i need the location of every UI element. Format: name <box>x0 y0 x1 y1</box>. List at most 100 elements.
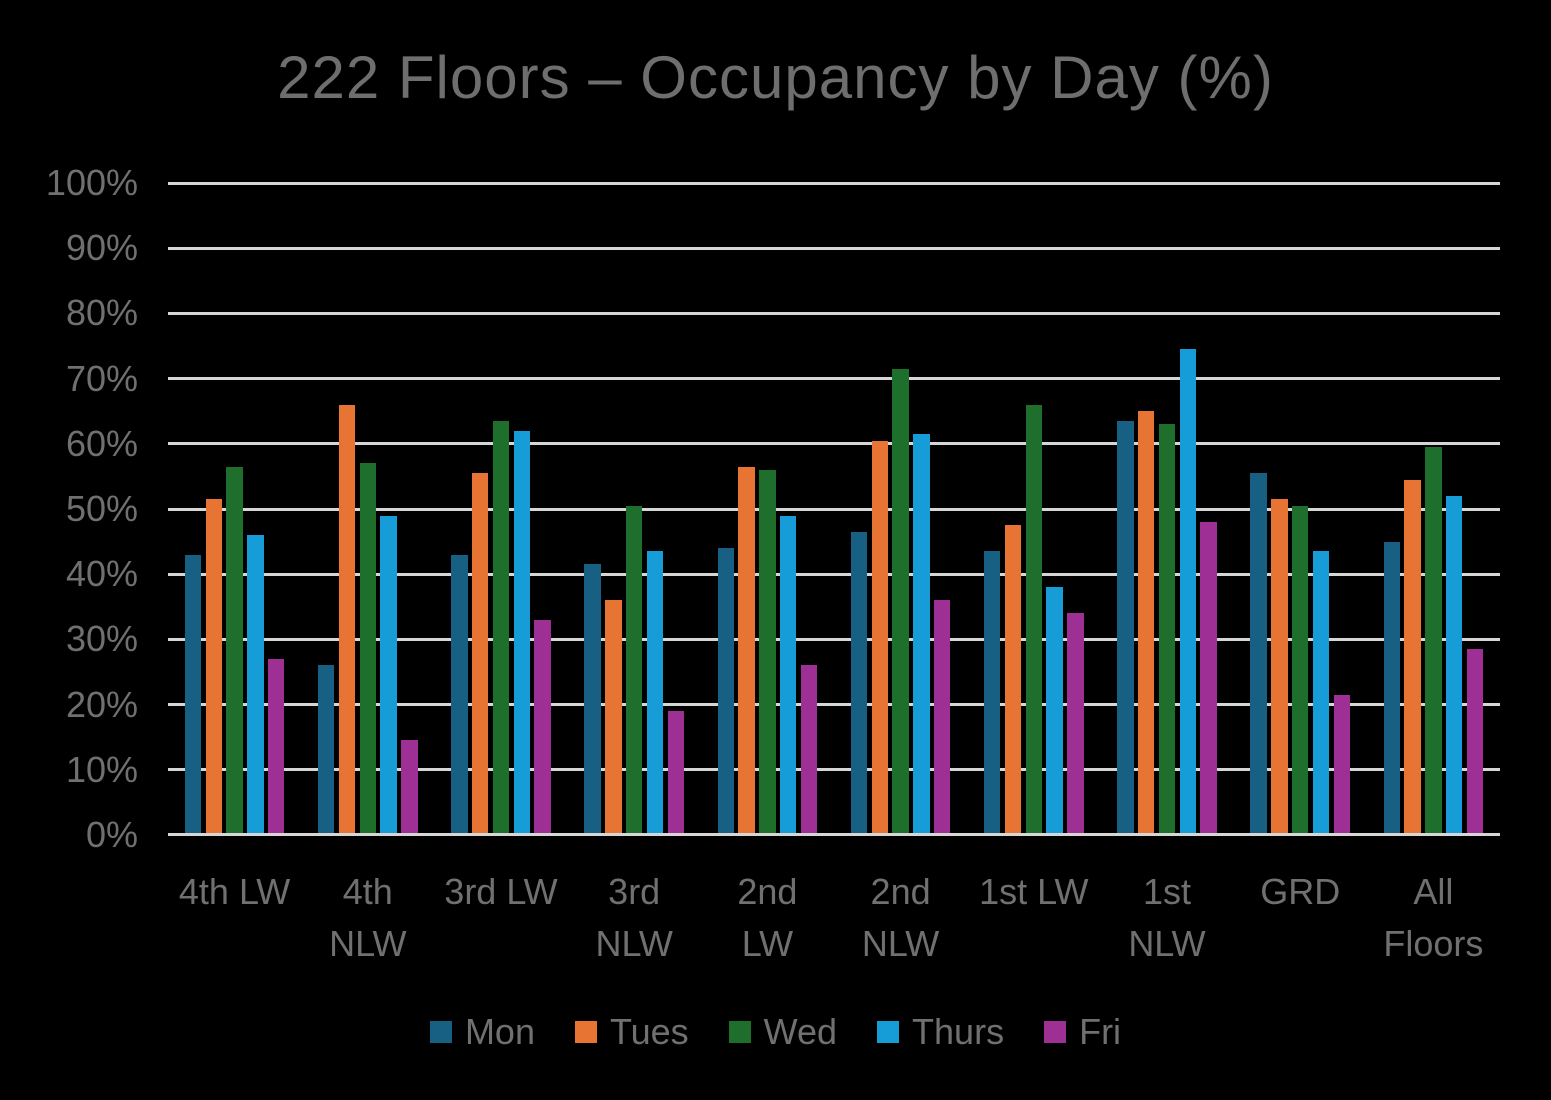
y-axis-tick-label: 100% <box>45 162 138 203</box>
gridline <box>168 507 1500 511</box>
bar-fri-6 <box>1067 613 1084 835</box>
bar-mon-2 <box>451 554 468 835</box>
bar-fri-5 <box>933 600 951 835</box>
bar-thurs-3 <box>646 551 664 835</box>
x-axis-category-label: 2nd LW <box>701 866 834 970</box>
bar-fri-3 <box>667 711 685 835</box>
bar-wed-1 <box>359 463 377 835</box>
x-axis-category-label: All Floors <box>1367 866 1500 970</box>
bar-fri-2 <box>534 619 551 835</box>
legend-swatch-icon <box>574 1021 597 1043</box>
y-axis-tick-label: 60% <box>65 422 138 464</box>
plot-area <box>168 181 1500 836</box>
x-axis-category-label-line: NLW <box>1128 923 1206 964</box>
x-axis-category-label: 1st NLW <box>1100 866 1233 970</box>
bar-thurs-8 <box>1312 551 1330 835</box>
bar-group <box>434 183 567 835</box>
y-axis-tick-label: 10% <box>65 748 138 790</box>
bar-mon-4 <box>717 548 735 835</box>
bar-mon-5 <box>850 531 868 835</box>
bar-fri-8 <box>1333 694 1351 835</box>
gridline <box>168 572 1500 576</box>
gridline <box>168 703 1500 707</box>
bar-wed-8 <box>1291 505 1309 835</box>
legend-swatch-icon <box>429 1021 452 1043</box>
x-axis-category-label-line: 4th <box>342 871 393 912</box>
x-axis-category-label-line: 2nd <box>737 871 798 912</box>
legend-swatch-icon <box>877 1021 900 1043</box>
legend: Mon Tues Wed Thurs Fri <box>0 1012 1551 1052</box>
bar-group <box>1234 183 1367 835</box>
gridline <box>168 637 1500 641</box>
x-axis-category-label: 1st LW <box>967 866 1100 918</box>
bar-mon-9 <box>1383 541 1401 835</box>
gridline <box>168 377 1500 381</box>
bar-group <box>1100 183 1233 835</box>
bar-tues-6 <box>1004 525 1022 835</box>
gridline <box>168 442 1500 446</box>
bar-mon-7 <box>1117 420 1134 835</box>
x-axis-line <box>168 833 1500 836</box>
bar-thurs-1 <box>380 515 397 835</box>
bar-tues-9 <box>1404 479 1421 835</box>
y-axis-tick-label: 20% <box>65 683 138 725</box>
gridline <box>168 246 1500 250</box>
bar-fri-7 <box>1200 522 1217 835</box>
y-axis-tick-label: 40% <box>65 553 138 595</box>
x-axis-category-label-line: LW <box>741 923 794 964</box>
bar-wed-4 <box>759 469 776 835</box>
y-axis-tick-label: 80% <box>65 292 138 334</box>
bar-thurs-4 <box>779 515 797 835</box>
legend-item-wed: Wed <box>728 1011 838 1052</box>
bar-group <box>568 183 701 835</box>
x-axis-category-label-line: NLW <box>329 923 407 964</box>
x-axis-category-label-line: 4th LW <box>178 871 291 912</box>
bar-mon-8 <box>1250 473 1267 835</box>
bar-group <box>1367 183 1500 835</box>
legend-item-fri: Fri <box>1044 1012 1121 1052</box>
x-axis-category-label-line: NLW <box>861 923 940 964</box>
bar-wed-9 <box>1425 447 1442 835</box>
bar-mon-3 <box>584 564 601 835</box>
x-axis-category-label-line: All <box>1413 871 1454 912</box>
legend-item-mon: Mon <box>429 1011 535 1052</box>
bar-thurs-7 <box>1179 349 1197 835</box>
x-axis-category-label: GRD <box>1234 866 1367 918</box>
x-axis-category-label: 2nd NLW <box>834 866 967 970</box>
x-axis-category-label-line: 1st LW <box>979 871 1089 912</box>
y-axis-tick-label: 90% <box>65 227 138 269</box>
bar-tues-0 <box>205 499 223 835</box>
y-axis-tick-label: 50% <box>65 488 138 529</box>
x-axis-category-label-line: 3rd LW <box>444 871 558 912</box>
x-axis-category-label-line: GRD <box>1260 871 1341 912</box>
bar-wed-3 <box>625 505 643 835</box>
gridline <box>168 768 1500 772</box>
bar-thurs-6 <box>1046 587 1063 835</box>
legend-swatch-icon <box>1044 1021 1067 1043</box>
bar-tues-3 <box>605 600 622 835</box>
chart-title: 222 Floors – Occupancy by Day (%) <box>277 44 1274 111</box>
x-axis-category-label-line: 3rd <box>608 871 661 912</box>
legend-label: Mon <box>464 1011 535 1052</box>
bar-wed-2 <box>492 420 510 835</box>
bar-tues-2 <box>471 473 489 835</box>
bar-thurs-2 <box>513 430 531 835</box>
bar-tues-7 <box>1137 411 1155 835</box>
legend-item-thurs: Thurs <box>877 1012 1004 1052</box>
legend-swatch-icon <box>728 1021 751 1043</box>
bar-wed-5 <box>892 368 909 835</box>
x-axis-category-label: 4th LW <box>168 866 301 918</box>
bar-tues-4 <box>738 466 755 835</box>
x-axis-category-label-line: 1st <box>1142 871 1191 912</box>
x-axis-category-label: 3rd LW <box>434 866 567 918</box>
legend-label: Fri <box>1079 1011 1122 1052</box>
bar-fri-0 <box>267 658 285 835</box>
bar-fri-9 <box>1466 649 1484 835</box>
bar-group <box>168 183 301 835</box>
bar-fri-1 <box>401 740 418 835</box>
legend-label: Wed <box>763 1011 838 1052</box>
legend-label: Thurs <box>912 1011 1005 1052</box>
x-axis-category-label-line: NLW <box>595 923 673 964</box>
bar-tues-8 <box>1271 499 1288 835</box>
